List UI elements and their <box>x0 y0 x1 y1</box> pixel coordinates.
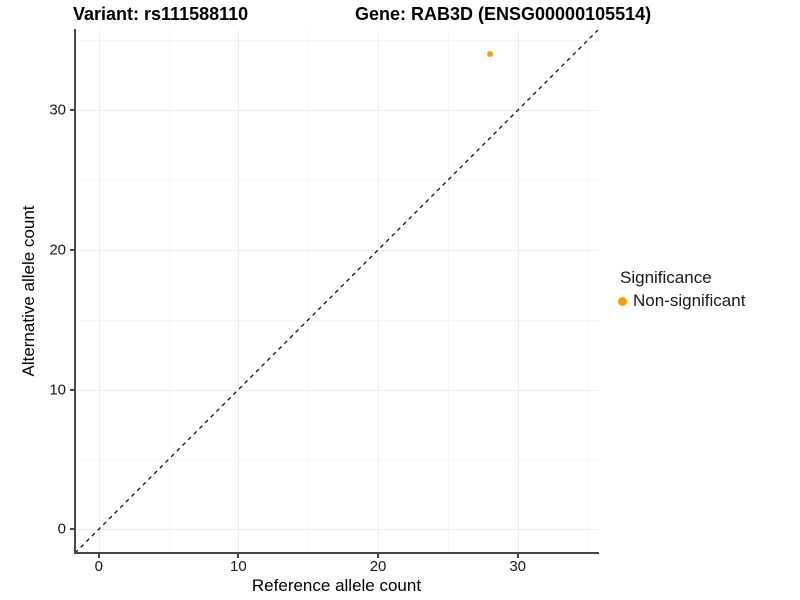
x-tick-label-30: 30 <box>509 558 527 575</box>
y-tick-mark-10 <box>70 388 74 391</box>
gridline-y-20 <box>75 249 598 251</box>
x-tick-mark-0 <box>97 554 100 558</box>
gridline-x-25 <box>447 30 449 553</box>
plot-title-gene: Gene: RAB3D (ENSG00000105514) <box>355 4 652 24</box>
gridline-x-0 <box>98 30 100 553</box>
y-tick-marks <box>69 30 74 553</box>
gridline-y-0 <box>75 529 598 531</box>
plot-title-variant: Variant: rs111588110 <box>73 4 249 24</box>
x-tick-label-0: 0 <box>94 558 103 575</box>
x-axis-title: Reference allele count <box>251 576 422 595</box>
x-tick-mark-30 <box>516 554 519 558</box>
identity-line <box>75 30 598 553</box>
gridline-x-5 <box>168 30 170 553</box>
plot-panel <box>75 30 598 553</box>
x-tick-labels: 0 10 20 30 <box>75 558 598 576</box>
gridline-x-30 <box>517 30 519 553</box>
x-tick-mark-10 <box>237 554 240 558</box>
gridline-x-20 <box>378 30 380 553</box>
legend-items: Non-significant <box>618 291 745 311</box>
y-tick-labels: 0 10 20 30 <box>0 30 66 553</box>
gridline-y-35 <box>75 40 598 42</box>
gridline-y-5 <box>75 459 598 461</box>
legend-title: Significance <box>620 268 712 287</box>
y-tick-label-10: 10 <box>49 381 66 399</box>
gridline-x-15 <box>308 30 310 553</box>
x-tick-label-10: 10 <box>230 558 247 575</box>
y-tick-label-30: 30 <box>49 101 66 119</box>
gridline-x-10 <box>238 30 240 553</box>
legend: Significance Non-significant <box>618 268 745 311</box>
x-tick-mark-20 <box>377 554 380 558</box>
x-axis-line <box>74 552 599 554</box>
y-axis-line <box>74 29 76 554</box>
gridline-y-10 <box>75 389 598 391</box>
legend-item-label: Non-significant <box>633 291 746 310</box>
gridline-y-15 <box>75 319 598 321</box>
x-tick-label-20: 20 <box>369 558 387 575</box>
data-point-0 <box>486 51 493 58</box>
y-tick-mark-20 <box>70 248 74 251</box>
legend-key-dot-icon <box>618 296 627 306</box>
legend-item-0: Non-significant <box>618 291 745 311</box>
gridline-y-30 <box>75 110 598 112</box>
y-tick-label-0: 0 <box>57 520 66 538</box>
gridline-x-35 <box>587 30 589 553</box>
y-axis-title: Alternative allele count <box>19 205 38 377</box>
y-tick-label-20: 20 <box>49 241 66 259</box>
gridline-y-25 <box>75 180 598 182</box>
x-tick-marks <box>75 554 598 559</box>
y-tick-mark-0 <box>70 528 74 531</box>
y-tick-mark-30 <box>70 109 74 112</box>
